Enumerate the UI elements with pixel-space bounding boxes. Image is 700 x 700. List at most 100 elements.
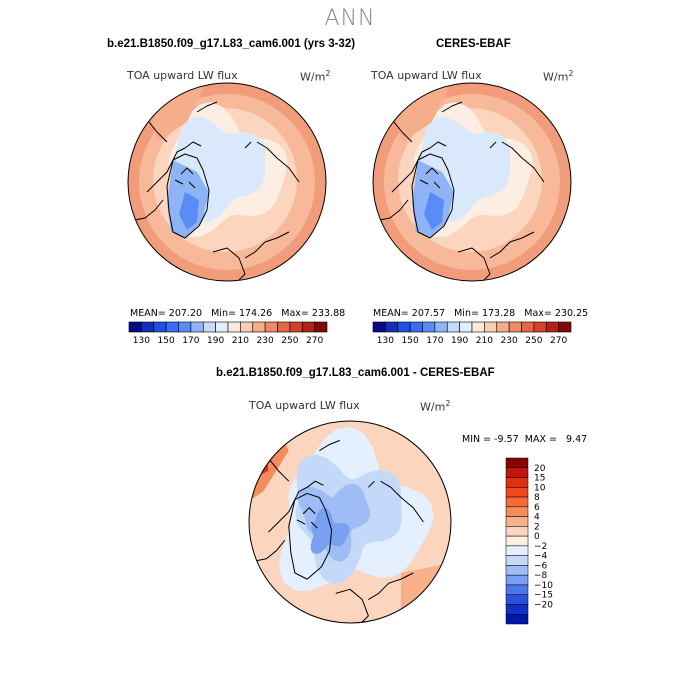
polar-map-right bbox=[372, 82, 572, 282]
colorbar-swatch bbox=[301, 321, 315, 333]
colorbar-tick-label: 250 bbox=[525, 336, 542, 346]
map-contour-band bbox=[401, 562, 451, 623]
colorbar-swatch bbox=[178, 321, 192, 333]
greenland-coastline bbox=[166, 153, 210, 239]
europe-coastline bbox=[212, 231, 290, 281]
colorbar-swatch bbox=[446, 321, 460, 333]
colorbar-tick-label: 150 bbox=[402, 336, 419, 346]
colorbar-swatch bbox=[202, 321, 216, 333]
colorbar-swatch bbox=[505, 487, 529, 498]
map-boundary bbox=[127, 82, 327, 282]
colorbar-swatch bbox=[372, 321, 386, 333]
figure-title: ANN bbox=[324, 6, 376, 31]
colorbar-right: 130 150 170 190 210 230 250 270 bbox=[372, 321, 572, 346]
map-boundary bbox=[372, 82, 572, 282]
colorbar-tick-label: 8 bbox=[534, 493, 540, 503]
colorbar-swatch bbox=[277, 321, 291, 333]
colorbar-swatch bbox=[508, 321, 522, 333]
colorbar-swatch bbox=[505, 565, 529, 576]
colorbar-swatch bbox=[240, 321, 254, 333]
europe-coastline bbox=[457, 231, 535, 281]
colorbar-swatch bbox=[505, 526, 529, 537]
colorbar-swatch bbox=[521, 321, 535, 333]
colorbar-tick-label: 230 bbox=[257, 336, 274, 346]
colorbar-left: 130 150 170 190 210 230 250 270 bbox=[128, 321, 328, 346]
colorbar-tick-label: 10 bbox=[534, 483, 546, 493]
colorbar-tick-label: 210 bbox=[232, 336, 249, 346]
colorbar-tick-label: −20 bbox=[534, 600, 553, 610]
panel-right-variable: TOA upward LW flux bbox=[371, 69, 482, 82]
map-contour-band bbox=[297, 483, 370, 562]
colorbar-swatch bbox=[252, 321, 266, 333]
colorbar-swatch bbox=[505, 477, 529, 488]
canada-coastline bbox=[379, 141, 447, 221]
colorbar-tick-label: −15 bbox=[534, 591, 553, 601]
colorbar-swatch bbox=[385, 321, 399, 333]
colorbar-tick-label: 210 bbox=[476, 336, 493, 346]
colorbar-swatch bbox=[215, 321, 229, 333]
colorbar-swatch bbox=[422, 321, 436, 333]
colorbar-tick-label: 130 bbox=[133, 336, 150, 346]
colorbar-tick-label: 6 bbox=[534, 503, 540, 513]
colorbar-swatch bbox=[141, 321, 155, 333]
colorbar-tick-label: 2 bbox=[534, 522, 540, 532]
greenland-coastline bbox=[411, 153, 455, 239]
diff-stats: MIN = -9.57 MAX = 9.47 bbox=[462, 434, 588, 445]
colorbar-swatch bbox=[505, 613, 529, 625]
alaska-coastline bbox=[393, 101, 463, 143]
colorbar-swatch bbox=[459, 321, 473, 333]
colorbar-tick-label: 20 bbox=[534, 464, 546, 474]
colorbar-swatch bbox=[545, 321, 559, 333]
colorbar-swatch bbox=[505, 467, 529, 478]
colorbar-tick-label: −4 bbox=[534, 552, 548, 562]
panel-left-variable: TOA upward LW flux bbox=[127, 69, 238, 82]
greenland-region bbox=[424, 192, 444, 230]
map-contour-band bbox=[310, 508, 350, 555]
colorbar-tick-label: 0 bbox=[534, 532, 540, 542]
colorbar-swatch bbox=[505, 457, 529, 469]
arctic-islands-coastline bbox=[419, 167, 441, 189]
colorbar-swatch bbox=[397, 321, 411, 333]
panel-left-units: W/m2 bbox=[300, 69, 331, 84]
colorbar-swatch bbox=[227, 321, 241, 333]
arctic-islands-coastline bbox=[296, 507, 318, 529]
colorbar-tick-label: 170 bbox=[426, 336, 443, 346]
colorbar-swatch bbox=[505, 496, 529, 508]
colorbar-tick-label: −6 bbox=[534, 561, 548, 571]
colorbar-swatch bbox=[505, 584, 529, 595]
panel-right-case-title: CERES-EBAF bbox=[436, 38, 511, 50]
colorbar-swatch bbox=[289, 321, 303, 333]
colorbar-swatch bbox=[434, 321, 448, 333]
colorbar-tick-label: −2 bbox=[534, 542, 547, 552]
colorbar-tick-label: 190 bbox=[451, 336, 468, 346]
colorbar-swatch bbox=[505, 516, 529, 527]
colorbar-swatch bbox=[409, 321, 423, 333]
colorbar-tick-label: 150 bbox=[158, 336, 175, 346]
colorbar-swatch bbox=[153, 321, 167, 333]
alaska-coastline bbox=[148, 101, 218, 143]
colorbar-swatch bbox=[505, 594, 529, 605]
colorbar-swatch bbox=[190, 321, 204, 333]
colorbar-tick-label: −10 bbox=[534, 581, 553, 591]
colorbar-tick-label: 250 bbox=[281, 336, 298, 346]
diff-variable: TOA upward LW flux bbox=[249, 399, 360, 412]
greenland-coastline bbox=[288, 492, 333, 580]
colorbar-swatch bbox=[165, 321, 179, 333]
siberia-coastline bbox=[244, 141, 300, 183]
diff-units: W/m2 bbox=[420, 399, 451, 414]
colorbar-swatch bbox=[533, 321, 547, 333]
panel-right-units: W/m2 bbox=[543, 69, 574, 84]
diff-case-title: b.e21.B1850.f09_g17.L83_cam6.001 - CERES… bbox=[216, 367, 495, 379]
colorbar-tick-label: −8 bbox=[534, 571, 548, 581]
canada-coastline bbox=[134, 141, 202, 221]
alaska-coastline bbox=[270, 439, 340, 482]
polar-map-left bbox=[127, 82, 327, 282]
arctic-islands-coastline bbox=[174, 167, 196, 189]
colorbar-swatch bbox=[505, 535, 529, 547]
colorbar-swatch bbox=[484, 321, 498, 333]
canada-coastline bbox=[256, 480, 324, 562]
panel-right-stats: MEAN= 207.57 Min= 173.28 Max= 230.25 bbox=[373, 308, 589, 319]
colorbar-swatch bbox=[128, 321, 142, 333]
europe-coastline bbox=[335, 572, 414, 623]
